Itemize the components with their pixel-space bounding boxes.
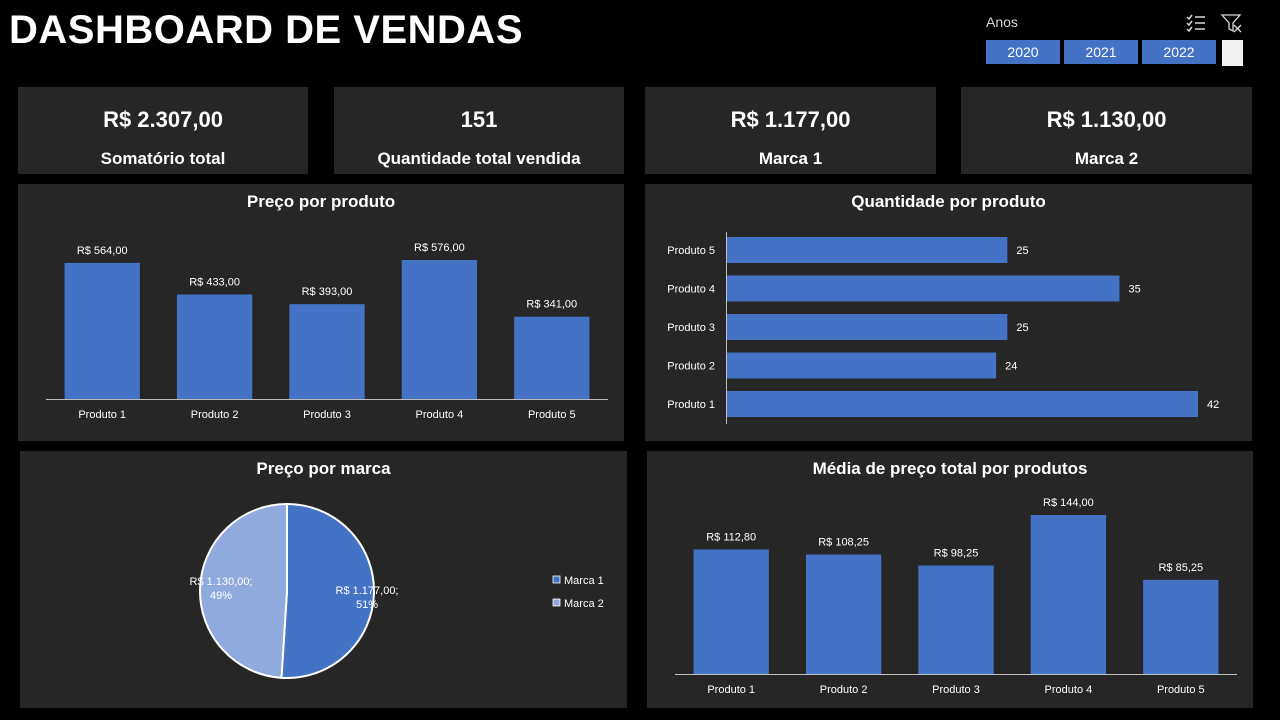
chart-title: Média de preço total por produtos — [812, 459, 1088, 478]
kpi-value: R$ 1.177,00 — [730, 107, 851, 132]
data-label: R$ 85,25 — [1158, 562, 1203, 574]
chart-avg-price-by-product: Média de preço total por produtos R$ 112… — [647, 451, 1253, 708]
data-label: R$ 112,80 — [706, 531, 756, 543]
chart-title: Preço por produto — [246, 192, 396, 211]
pie-data-label: R$ 1.130,00; 49% — [190, 576, 253, 602]
legend-label: Marca 2 — [564, 598, 604, 610]
bar-produto-2[interactable] — [805, 554, 882, 674]
data-label: 25 — [1016, 245, 1028, 257]
bar-produto-2[interactable] — [727, 352, 997, 379]
data-label: R$ 393,00 — [302, 286, 353, 298]
data-label: R$ 433,00 — [189, 277, 240, 289]
bar-produto-1[interactable] — [693, 549, 769, 674]
bar-produto-4[interactable] — [401, 260, 478, 399]
x-tick-label: Produto 2 — [820, 684, 868, 696]
kpi-card-quantity: 151 Quantidade total vendida — [334, 87, 624, 174]
clear-filter-icon[interactable] — [1220, 12, 1242, 34]
bar-produto-3[interactable] — [289, 304, 365, 399]
kpi-value: 151 — [460, 107, 498, 132]
bar-produto-3[interactable] — [727, 314, 1008, 340]
y-tick-label: Produto 5 — [667, 245, 715, 257]
x-tick-label: Produto 5 — [528, 409, 576, 421]
kpi-value: R$ 1.130,00 — [1046, 107, 1167, 132]
kpi-label: Marca 1 — [758, 149, 823, 168]
bar-produto-1[interactable] — [64, 262, 140, 399]
x-tick-label: Produto 3 — [303, 409, 351, 421]
chart-quantity-by-product: Quantidade por produto 25 Produto 5 35 Prod… — [645, 184, 1252, 441]
y-tick-label: Produto 2 — [667, 361, 715, 373]
data-label: R$ 108,25 — [818, 536, 869, 548]
bar-produto-4[interactable] — [727, 275, 1120, 302]
y-tick-label: Produto 1 — [667, 399, 715, 411]
year-button-2022[interactable]: 2022 — [1142, 40, 1216, 64]
chart-title: Quantidade por produto — [851, 192, 1046, 211]
y-tick-label: Produto 3 — [667, 322, 715, 334]
kpi-label: Somatório total — [100, 149, 226, 168]
data-label: R$ 564,00 — [77, 245, 128, 257]
kpi-card-marca-1: R$ 1.177,00 Marca 1 — [645, 87, 936, 174]
bar-produto-5[interactable] — [1143, 579, 1219, 674]
data-label: 35 — [1129, 284, 1141, 296]
data-label: R$ 576,00 — [414, 242, 465, 254]
dashboard-title: DASHBOARD DE VENDAS — [9, 8, 523, 52]
chart-price-by-brand: Preço por marca R$ 1.177,00; 51% R$ 1.130,… — [20, 451, 627, 708]
slicer-label: Anos — [986, 14, 1018, 30]
pie-slice-marca-2[interactable] — [199, 502, 288, 679]
kpi-label: Marca 2 — [1074, 149, 1139, 168]
kpi-label: Quantidade total vendida — [377, 149, 581, 168]
pie-data-label: R$ 1.177,00; 51% — [336, 585, 399, 611]
kpi-card-marca-2: R$ 1.130,00 Marca 2 — [961, 87, 1252, 174]
legend-swatch — [552, 575, 561, 584]
x-tick-label: Produto 4 — [1045, 684, 1093, 696]
bar-produto-5[interactable] — [514, 316, 590, 399]
years-slicer: Anos 2020 2021 2022 — [980, 8, 1250, 70]
data-label: 42 — [1207, 399, 1219, 411]
multi-select-icon[interactable] — [1185, 12, 1207, 34]
bar-produto-2[interactable] — [176, 294, 253, 399]
year-button-2021[interactable]: 2021 — [1064, 40, 1138, 64]
bar-produto-5[interactable] — [727, 237, 1008, 263]
x-tick-label: Produto 3 — [932, 684, 980, 696]
legend-swatch — [552, 598, 561, 607]
bar-produto-4[interactable] — [1030, 515, 1107, 674]
bar-produto-1[interactable] — [727, 391, 1198, 417]
data-label: R$ 98,25 — [934, 548, 979, 560]
kpi-card-total: R$ 2.307,00 Somatório total — [18, 87, 308, 174]
x-tick-label: Produto 4 — [416, 409, 464, 421]
kpi-value: R$ 2.307,00 — [103, 107, 223, 132]
data-label: R$ 144,00 — [1043, 497, 1094, 509]
x-tick-label: Produto 5 — [1157, 684, 1205, 696]
x-tick-label: Produto 2 — [191, 409, 239, 421]
bar-produto-3[interactable] — [918, 565, 994, 674]
x-tick-label: Produto 1 — [78, 409, 126, 421]
data-label: 24 — [1005, 361, 1017, 373]
price-bar-chart: R$ 564,00 Produto 1 R$ 433,00 Produto 2 R$ 3… — [46, 242, 608, 421]
avg-price-bar-chart: R$ 112,80 Produto 1 R$ 108,25 Produto 2 R$ 9… — [675, 497, 1237, 696]
legend-label: Marca 1 — [564, 575, 604, 587]
year-button-2020[interactable]: 2020 — [986, 40, 1060, 64]
data-label: 25 — [1016, 322, 1028, 334]
brand-pie-chart: R$ 1.177,00; 51% R$ 1.130,00; 49% Marca 1 Mar… — [190, 502, 604, 679]
chart-title: Preço por marca — [256, 459, 391, 478]
x-tick-label: Produto 1 — [707, 684, 755, 696]
y-tick-label: Produto 4 — [667, 284, 715, 296]
slicer-scrollbar[interactable] — [1222, 40, 1243, 66]
pie-slice-marca-1[interactable] — [280, 502, 375, 679]
chart-price-by-product: Preço por produto R$ 564,00 Produto 1 R$ 4… — [18, 184, 624, 441]
quantity-bar-chart: 25 Produto 5 35 Produto 4 25 Produto 3 24 Produ… — [667, 232, 1219, 424]
data-label: R$ 341,00 — [526, 299, 577, 311]
